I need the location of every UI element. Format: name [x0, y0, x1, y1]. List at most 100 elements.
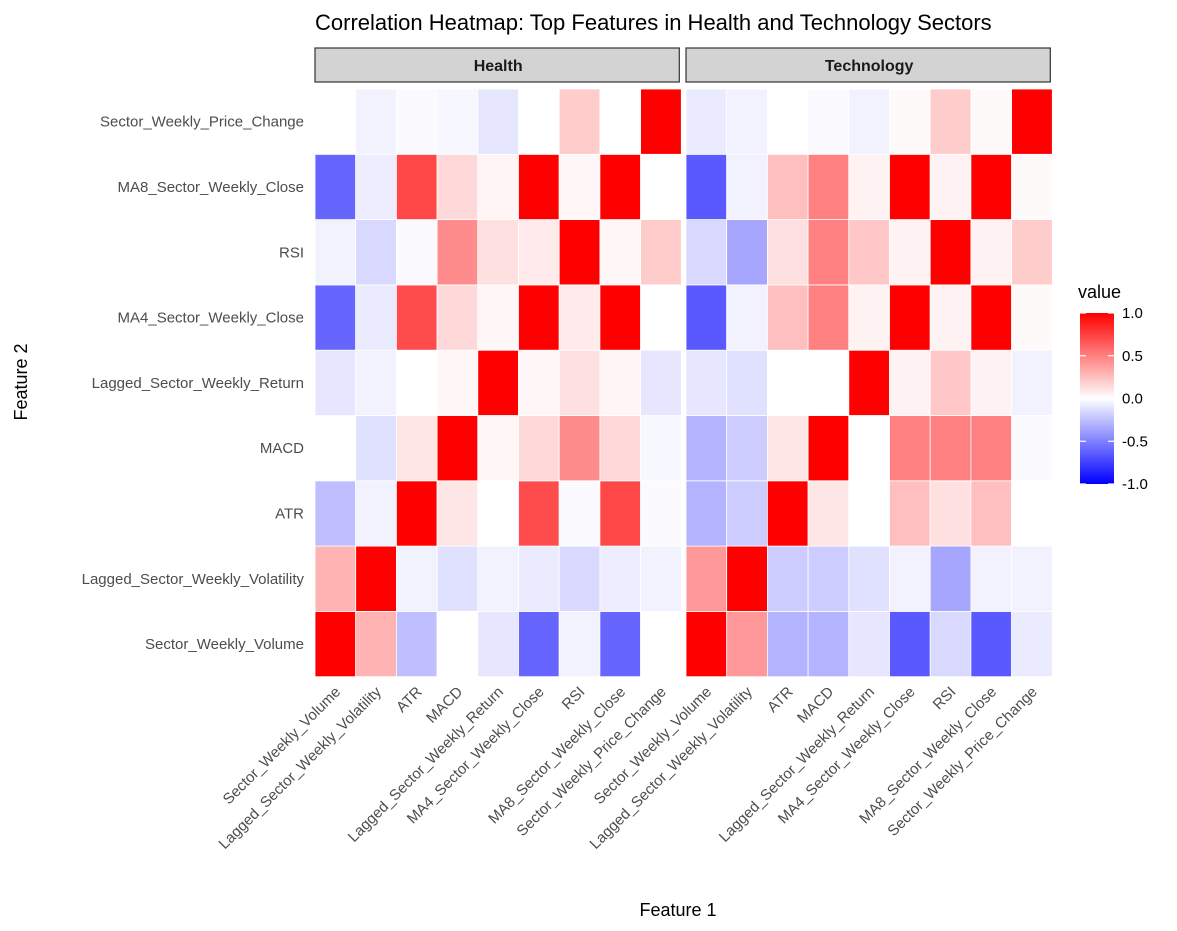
heatmap-cell	[395, 611, 438, 678]
heatmap-cell	[355, 88, 397, 155]
heatmap-cell	[970, 219, 1013, 286]
heatmap-cell	[518, 349, 560, 416]
heatmap-cell	[889, 153, 931, 221]
heatmap-cell	[726, 349, 768, 416]
heatmap-cell	[518, 219, 560, 286]
heatmap-cell	[314, 284, 357, 351]
legend-tick-label: 0.5	[1122, 348, 1143, 365]
heatmap-cell	[640, 415, 682, 482]
heatmap-cell	[685, 153, 728, 221]
y-tick-label: Lagged_Sector_Weekly_Volatility	[82, 571, 305, 588]
heatmap-cell	[848, 480, 890, 547]
heatmap-cell	[477, 545, 519, 612]
heatmap-cell	[970, 545, 1013, 612]
heatmap-cell	[889, 415, 931, 482]
heatmap-cell	[640, 545, 682, 612]
heatmap-cell	[436, 480, 479, 547]
heatmap-cell	[848, 611, 890, 678]
heatmap-cell	[436, 219, 479, 286]
heatmap-cell	[970, 153, 1013, 221]
heatmap-cell	[599, 545, 642, 612]
heatmap-cell	[640, 611, 682, 678]
heatmap-cell	[558, 349, 601, 416]
heatmap-cell	[685, 611, 728, 678]
heatmap-cell	[1011, 153, 1053, 221]
heatmap-cell	[518, 545, 560, 612]
heatmap-cell	[477, 480, 519, 547]
y-tick-label: RSI	[279, 244, 304, 261]
heatmap-cell	[767, 480, 809, 547]
heatmap-cell	[685, 545, 728, 612]
heatmap-cell	[314, 611, 357, 678]
heatmap-cell	[807, 153, 850, 221]
heatmap-cell	[395, 219, 438, 286]
heatmap-cell	[599, 284, 642, 351]
heatmap-cell	[929, 545, 972, 612]
heatmap-cell	[889, 349, 931, 416]
heatmap-cell	[599, 415, 642, 482]
heatmap-cell	[685, 415, 728, 482]
heatmap-cell	[848, 88, 890, 155]
heatmap-cell	[599, 611, 642, 678]
y-axis-title: Feature 2	[11, 343, 31, 420]
heatmap-cell	[477, 284, 519, 351]
x-tick-label: Sector_Weekly_Price_Change	[884, 684, 1040, 840]
heatmap-cell	[558, 611, 601, 678]
heatmap-cell	[929, 284, 972, 351]
y-tick-label: MA4_Sector_Weekly_Close	[118, 310, 304, 327]
heatmap-cell	[807, 88, 850, 155]
heatmap-cell	[314, 153, 357, 221]
heatmap-cell	[848, 415, 890, 482]
y-tick-label: Sector_Weekly_Volume	[145, 636, 304, 653]
facet-strip-label: Health	[474, 58, 523, 75]
heatmap-cell	[355, 545, 397, 612]
heatmap-cell	[726, 480, 768, 547]
heatmap-cell	[355, 480, 397, 547]
heatmap-cell	[1011, 415, 1053, 482]
heatmap-cell	[558, 415, 601, 482]
heatmap-cell	[1011, 88, 1053, 155]
heatmap-cell	[1011, 545, 1053, 612]
heatmap-cell	[848, 545, 890, 612]
heatmap-cell	[726, 88, 768, 155]
heatmap-cell	[558, 219, 601, 286]
heatmap-cell	[807, 415, 850, 482]
heatmap-cell	[355, 415, 397, 482]
heatmap-cell	[436, 545, 479, 612]
heatmap-cell	[436, 88, 479, 155]
heatmap-cell	[807, 545, 850, 612]
legend-title: value	[1078, 282, 1121, 302]
heatmap-cell	[518, 284, 560, 351]
heatmap-cell	[807, 480, 850, 547]
heatmap-cell	[929, 480, 972, 547]
heatmap-cell	[767, 88, 809, 155]
heatmap-cell	[970, 611, 1013, 678]
heatmap-cell	[477, 611, 519, 678]
heatmap-cell	[767, 349, 809, 416]
heatmap-cell	[767, 611, 809, 678]
legend-tick-label: 1.0	[1122, 305, 1143, 322]
heatmap-cell	[477, 349, 519, 416]
heatmap-cell	[558, 88, 601, 155]
heatmap-cell	[355, 611, 397, 678]
heatmap-cell	[726, 415, 768, 482]
heatmap-cell	[640, 349, 682, 416]
heatmap-cell	[477, 415, 519, 482]
heatmap-cell	[477, 219, 519, 286]
heatmap-cell	[558, 153, 601, 221]
heatmap-cell	[395, 545, 438, 612]
heatmap-cell	[889, 219, 931, 286]
x-axis-title: Feature 1	[639, 900, 716, 920]
heatmap-cell	[395, 480, 438, 547]
heatmap-cell	[685, 480, 728, 547]
legend-tick-label: -0.5	[1122, 433, 1148, 450]
heatmap-cell	[599, 349, 642, 416]
heatmap-cell	[1011, 349, 1053, 416]
heatmap-cell	[355, 349, 397, 416]
heatmap-cell	[807, 284, 850, 351]
heatmap-cell	[970, 284, 1013, 351]
x-tick-label: RSI	[930, 684, 960, 714]
heatmap-cell	[314, 88, 357, 155]
